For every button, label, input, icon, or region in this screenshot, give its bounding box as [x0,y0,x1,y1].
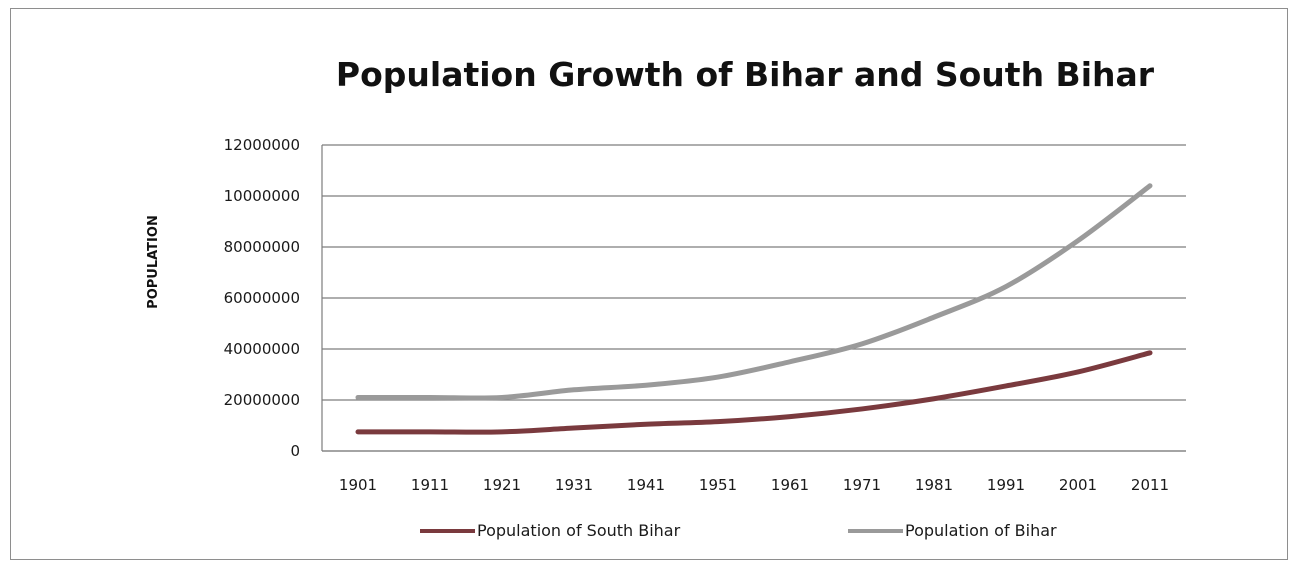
series-line [355,350,1153,435]
x-tick-label: 1981 [915,476,953,494]
x-tick-label: 1951 [699,476,737,494]
y-tick-label: 60000000 [224,289,300,307]
y-tick-label: 80000000 [224,238,300,256]
chart-frame [10,8,1288,560]
y-tick-labels: 0 20000000 40000000 60000000 80000000 1000000… [224,136,300,460]
x-tick-label: 1941 [627,476,665,494]
y-tick-label: 10000000 [224,187,300,205]
x-tick-label: 1961 [771,476,809,494]
series-line [355,183,1153,401]
gridlines [321,144,1186,452]
legend: Population of South Bihar Population of B… [420,521,1057,540]
series-lines [355,183,1153,435]
x-tick-label: 2001 [1059,476,1097,494]
y-axis-label: POPULATION [146,215,161,309]
chart-title: Population Growth of Bihar and South Bih… [336,55,1155,94]
x-tick-label: 1901 [339,476,377,494]
x-tick-label: 2011 [1131,476,1169,494]
x-tick-label: 1991 [987,476,1025,494]
y-tick-label: 20000000 [224,391,300,409]
legend-label: Population of Bihar [905,521,1057,540]
legend-label: Population of South Bihar [477,521,681,540]
y-tick-label: 0 [290,442,300,460]
y-tick-label: 12000000 [224,136,300,154]
x-tick-label: 1931 [555,476,593,494]
x-tick-label: 1911 [411,476,449,494]
y-tick-label: 40000000 [224,340,300,358]
x-tick-label: 1971 [843,476,881,494]
x-tick-label: 1921 [483,476,521,494]
x-tick-labels: 1901 1911 1921 1931 1941 1951 1961 1971 1981 1991… [339,476,1169,494]
